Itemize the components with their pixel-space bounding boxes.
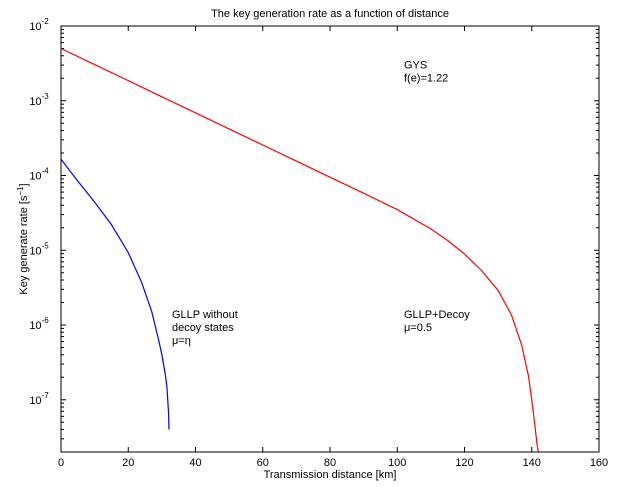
x-tick-label: 160 — [590, 457, 608, 469]
annotation-gllp-decoy: GLLP+Decoy μ=0.5 — [404, 309, 470, 334]
x-tick-label: 140 — [523, 457, 541, 469]
y-axis-ticks: 10-7 10-6 10-5 10-4 10-3 10-2 — [29, 17, 599, 453]
x-tick-label: 80 — [324, 457, 336, 469]
y-axis-label-main: Key generate rate [s — [18, 195, 30, 295]
y-axis-label-suffix: ] — [18, 183, 30, 186]
x-axis-ticks: 0 20 40 60 80 100 120 140 160 — [58, 26, 608, 469]
y-tick-label: 10-6 — [29, 316, 49, 332]
y-axis-label: Key generate rate [s−1] — [16, 183, 30, 294]
y-axis-label-superscript: −1 — [16, 186, 25, 196]
x-tick-label: 60 — [257, 457, 269, 469]
annotation-gys: GYS f(e)=1.22 — [404, 60, 448, 85]
x-axis-label: Transmission distance [km] — [264, 469, 397, 481]
y-tick-label: 10-5 — [29, 241, 49, 257]
chart-title: The key generation rate as a function of… — [211, 8, 449, 20]
y-tick-label: 10-4 — [29, 167, 49, 183]
x-tick-label: 120 — [455, 457, 473, 469]
plot-frame — [60, 25, 600, 453]
annotation-gllp-no-decoy: GLLP without decoy states μ=η — [172, 309, 238, 347]
y-tick-label: 10-7 — [29, 391, 49, 407]
series-line-1 — [60, 47, 540, 453]
y-tick-label: 10-2 — [29, 17, 49, 33]
annotations-layer: GYS f(e)=1.22 GLLP without decoy states μ=η G… — [172, 60, 470, 347]
x-tick-label: 0 — [58, 457, 64, 469]
x-tick-label: 20 — [122, 457, 134, 469]
x-tick-label: 40 — [189, 457, 201, 469]
series-layer — [60, 47, 540, 453]
y-tick-label: 10-3 — [29, 92, 49, 108]
series-line-2 — [60, 158, 170, 430]
x-tick-label: 100 — [388, 457, 406, 469]
